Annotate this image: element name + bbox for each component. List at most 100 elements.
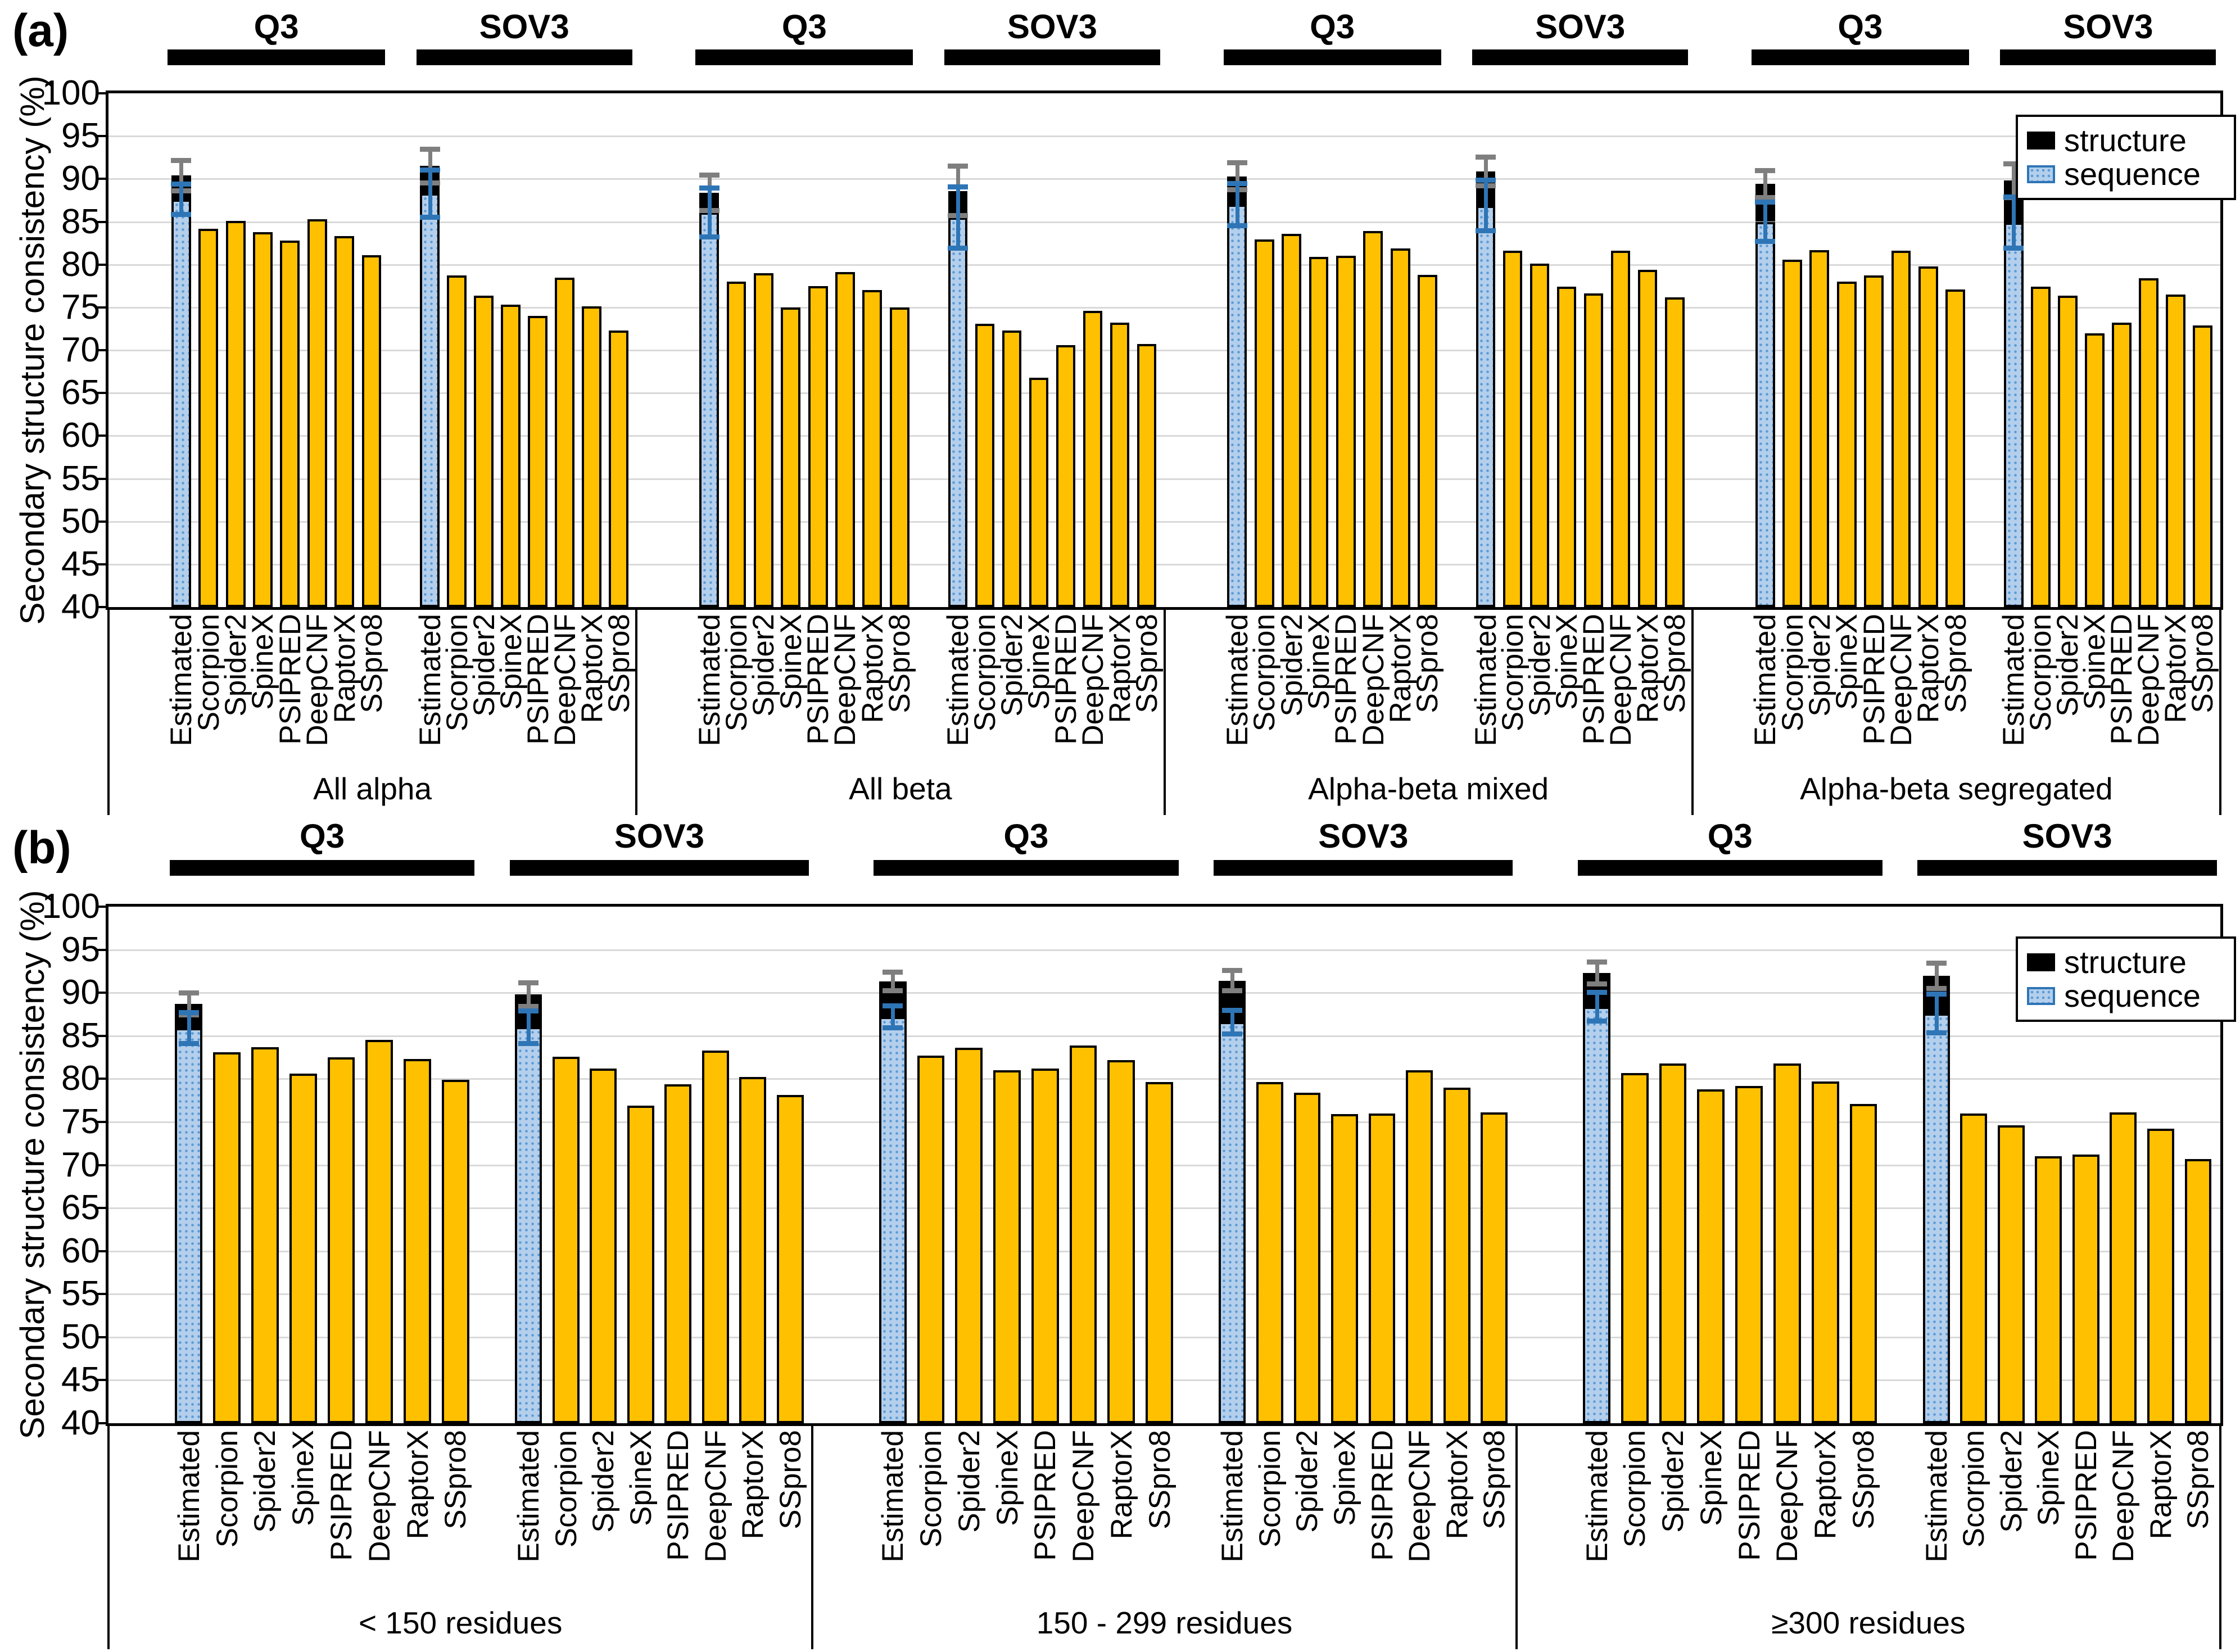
bar-raptorx bbox=[1443, 1087, 1470, 1423]
bar-scorpion bbox=[447, 275, 467, 607]
error-bar-sequence-cap bbox=[178, 1010, 199, 1016]
bar-scorpion bbox=[726, 282, 746, 607]
bar-scorpion bbox=[1621, 1072, 1649, 1423]
bar-psipred bbox=[327, 1057, 355, 1423]
group-label: ≥300 residues bbox=[1771, 1605, 1966, 1640]
y-tick bbox=[96, 520, 107, 523]
group-separator bbox=[1163, 607, 1166, 815]
method-label: SSpro8 bbox=[439, 1430, 473, 1529]
bar-spider2 bbox=[1293, 1092, 1321, 1423]
metric-header-bar bbox=[1472, 49, 1689, 65]
error-bar-sequence bbox=[1595, 992, 1599, 1021]
bar-spider2 bbox=[753, 273, 773, 607]
error-bar-structure-cap bbox=[699, 172, 719, 178]
y-tick bbox=[96, 1379, 107, 1382]
y-tick-label: 40 bbox=[61, 587, 100, 626]
bar-psipred bbox=[528, 316, 547, 607]
bar-sequence-estimated bbox=[1755, 221, 1775, 607]
y-tick bbox=[96, 135, 107, 138]
bar-sequence-estimated bbox=[2004, 223, 2024, 607]
gridline bbox=[108, 992, 2220, 994]
error-bar-sequence bbox=[187, 1012, 191, 1044]
error-bar-sequence-cap bbox=[2003, 194, 2024, 200]
bar-sspro8 bbox=[1849, 1103, 1877, 1423]
bar-psipred bbox=[1031, 1068, 1059, 1423]
bar-sequence-estimated bbox=[420, 193, 440, 607]
y-tick bbox=[96, 1164, 107, 1166]
bar-deepcnf bbox=[835, 272, 855, 607]
error-bar-sequence-cap bbox=[1586, 989, 1607, 995]
bar-spinex bbox=[627, 1105, 654, 1423]
error-bar-sequence-cap bbox=[883, 1003, 903, 1009]
bar-scorpion bbox=[1254, 239, 1274, 607]
bar-psipred bbox=[1583, 293, 1604, 607]
y-tick bbox=[96, 1336, 107, 1338]
error-bar-structure-cap bbox=[883, 988, 903, 994]
error-bar-structure-cap bbox=[1476, 154, 1496, 160]
method-label: SSpro8 bbox=[2182, 1430, 2215, 1529]
metric-label: Q3 bbox=[1310, 8, 1355, 46]
bar-spider2 bbox=[474, 295, 494, 607]
metric-header-bar bbox=[509, 860, 809, 876]
bar-deepcnf bbox=[1406, 1070, 1433, 1423]
error-bar-structure-cap bbox=[518, 980, 539, 985]
error-bar-structure-cap bbox=[1755, 168, 1776, 174]
y-tick bbox=[96, 992, 107, 994]
method-label: PSIPRED bbox=[2069, 1430, 2103, 1561]
y-tick-label: 55 bbox=[61, 1274, 100, 1314]
y-tick bbox=[96, 263, 107, 266]
bar-sspro8 bbox=[441, 1079, 469, 1423]
bar-spinex bbox=[2085, 333, 2105, 607]
error-bar-structure-cap bbox=[419, 147, 440, 152]
y-tick-label: 75 bbox=[61, 287, 100, 327]
error-bar-sequence-cap bbox=[1755, 238, 1776, 244]
bar-sequence-estimated bbox=[879, 1017, 907, 1423]
method-label: Spider2 bbox=[587, 1430, 621, 1533]
y-tick bbox=[96, 92, 107, 94]
bar-sequence-estimated bbox=[1583, 1006, 1610, 1423]
error-bar-sequence-cap bbox=[518, 1008, 539, 1014]
bar-sequence-estimated bbox=[948, 217, 968, 607]
method-label: PSIPRED bbox=[1029, 1430, 1062, 1561]
error-bar-sequence bbox=[1230, 1010, 1235, 1034]
y-tick bbox=[96, 392, 107, 395]
gridline bbox=[108, 949, 2220, 951]
bar-spider2 bbox=[1529, 264, 1550, 607]
error-bar-sequence-cap bbox=[171, 212, 192, 218]
bar-raptorx bbox=[2147, 1129, 2174, 1423]
group-separator bbox=[1515, 1423, 1518, 1649]
y-tick bbox=[96, 1034, 107, 1037]
error-bar-structure bbox=[2012, 163, 2016, 198]
metric-header-bar bbox=[695, 49, 913, 65]
y-tick-label: 65 bbox=[61, 373, 100, 413]
bar-sequence-estimated bbox=[1476, 205, 1496, 607]
legend-label-structure: structure bbox=[2064, 123, 2187, 158]
y-tick bbox=[96, 306, 107, 309]
error-bar-sequence-cap bbox=[419, 214, 440, 220]
bar-psipred bbox=[2072, 1155, 2099, 1423]
bar-spinex bbox=[289, 1074, 317, 1423]
error-bar-structure bbox=[1230, 970, 1235, 992]
method-label: Spider2 bbox=[1994, 1430, 2028, 1533]
metric-header-bar bbox=[944, 49, 1160, 65]
bar-sspro8 bbox=[1418, 274, 1437, 607]
method-label: Estimated bbox=[876, 1430, 910, 1563]
bar-scorpion bbox=[213, 1052, 241, 1423]
error-bar-structure bbox=[1763, 170, 1768, 198]
metric-header-bar bbox=[416, 49, 632, 65]
error-bar-sequence-cap bbox=[518, 1040, 539, 1046]
y-tick bbox=[96, 1250, 107, 1252]
y-tick bbox=[96, 435, 107, 437]
bar-sequence-estimated bbox=[171, 199, 191, 607]
error-bar-structure bbox=[428, 149, 432, 183]
y-tick-label: 90 bbox=[61, 159, 100, 198]
error-bar-sequence-cap bbox=[699, 234, 719, 239]
bar-scorpion bbox=[552, 1056, 580, 1423]
method-label: DeepCNF bbox=[699, 1430, 732, 1563]
method-label: SSpro8 bbox=[1658, 614, 1692, 713]
error-bar-sequence bbox=[707, 187, 712, 237]
error-bar-structure-cap bbox=[1586, 981, 1607, 986]
method-label: Spider2 bbox=[1657, 1430, 1690, 1533]
bar-psipred bbox=[1368, 1113, 1396, 1423]
bar-scorpion bbox=[1960, 1113, 1988, 1423]
